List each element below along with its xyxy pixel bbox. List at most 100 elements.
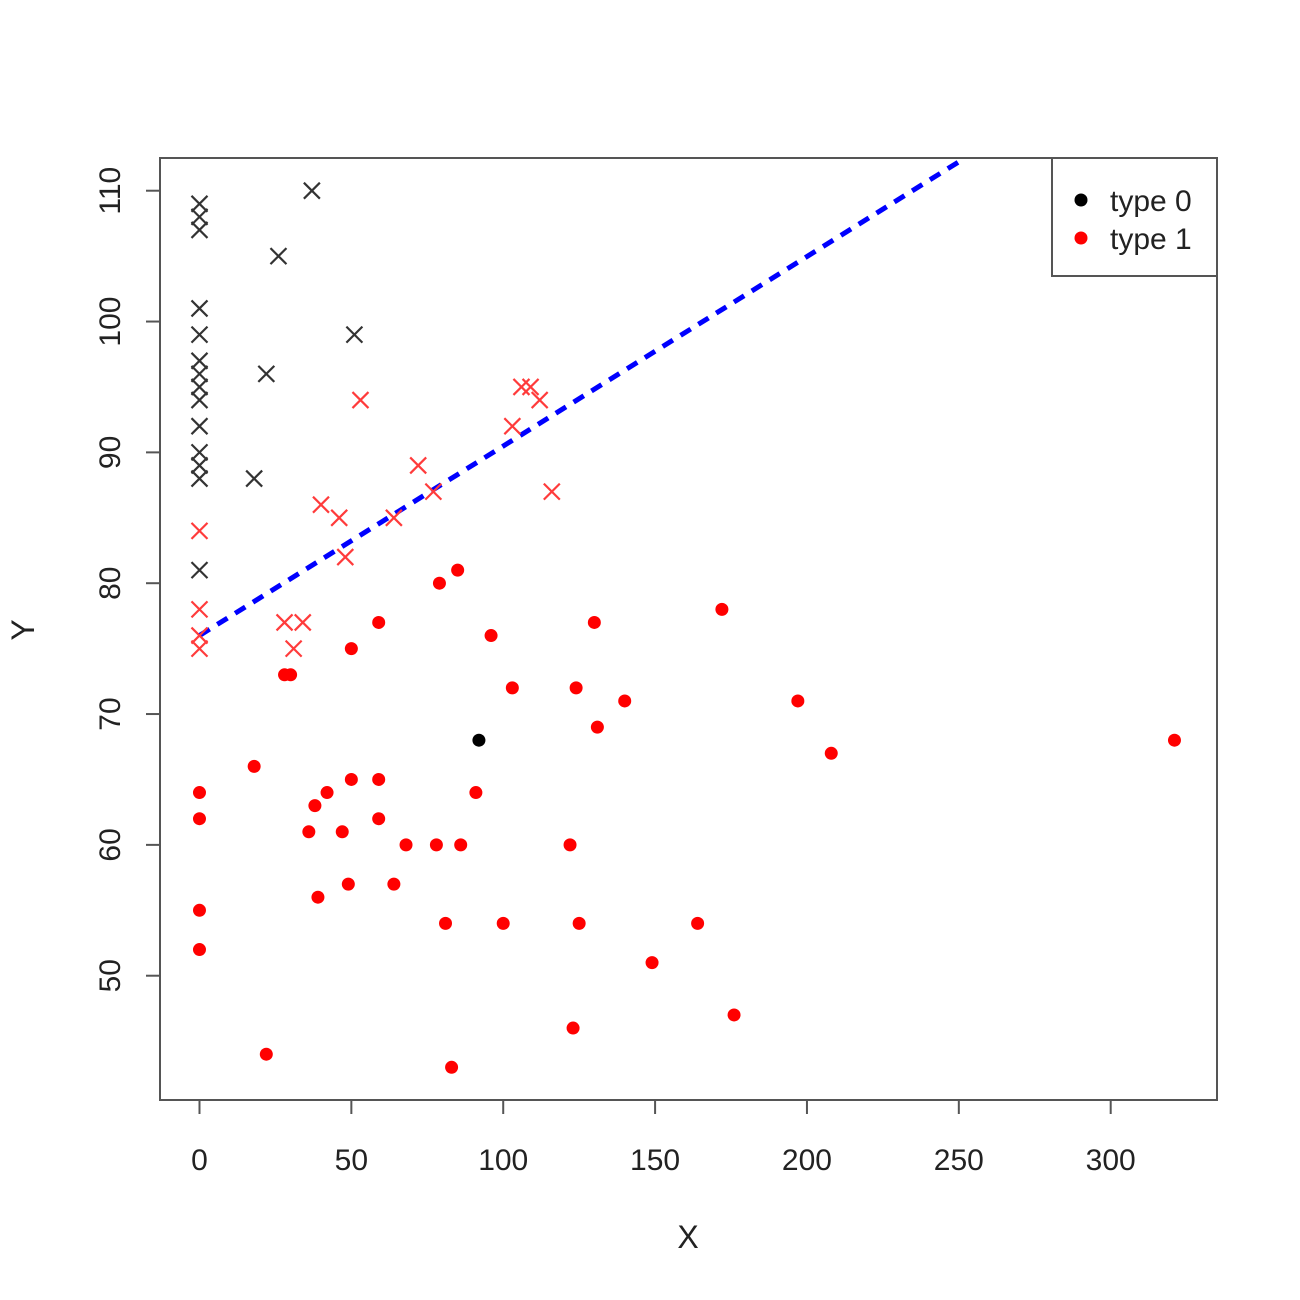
plot-area bbox=[159, 157, 1218, 1101]
dot-marker-point bbox=[372, 615, 386, 629]
x-marker-point bbox=[424, 482, 443, 501]
x-marker-point bbox=[190, 378, 209, 396]
dot-marker-point bbox=[341, 877, 355, 891]
x-marker-point bbox=[190, 299, 209, 318]
dot-marker-point bbox=[566, 1021, 580, 1035]
x-marker-stroke bbox=[190, 469, 209, 488]
x-marker-stroke bbox=[284, 639, 303, 658]
dot-marker-point bbox=[451, 563, 465, 577]
x-marker-point bbox=[303, 181, 321, 200]
dot-marker-point bbox=[372, 772, 386, 786]
x-marker-point bbox=[330, 509, 348, 527]
x-tick-label: 200 bbox=[782, 1144, 832, 1177]
y-tick-label: 70 bbox=[94, 697, 127, 730]
x-marker-stroke bbox=[190, 365, 209, 383]
x-marker-point bbox=[512, 378, 531, 396]
x-marker-point bbox=[530, 391, 549, 409]
x-marker-stroke bbox=[190, 378, 209, 396]
dot-marker-point bbox=[572, 916, 586, 930]
plot-border bbox=[159, 157, 1218, 1101]
x-marker-stroke bbox=[190, 522, 209, 540]
x-marker-stroke bbox=[190, 299, 209, 318]
legend: type 0 type 1 bbox=[1051, 157, 1218, 277]
dot-marker-point bbox=[791, 694, 805, 708]
x-marker-point bbox=[345, 325, 364, 344]
dot-marker-point bbox=[445, 1060, 459, 1074]
x-marker-point bbox=[190, 195, 209, 213]
dot-marker-point bbox=[715, 602, 729, 616]
x-marker-point bbox=[503, 417, 522, 435]
x-marker-stroke bbox=[385, 509, 403, 527]
x-marker-stroke bbox=[293, 613, 312, 632]
dot-marker-point bbox=[691, 916, 705, 930]
legend-label: type 1 bbox=[1110, 223, 1192, 256]
dot-marker-point bbox=[824, 746, 838, 760]
x-tick-label: 150 bbox=[630, 1144, 680, 1177]
y-axis-title: Y bbox=[5, 619, 41, 640]
dot-marker-point bbox=[727, 1008, 741, 1022]
x-marker-point bbox=[312, 495, 330, 514]
x-marker-point bbox=[190, 365, 209, 383]
x-marker-stroke bbox=[351, 391, 370, 409]
x-marker-point bbox=[385, 509, 403, 527]
x-marker-point bbox=[190, 626, 209, 645]
x-marker-point bbox=[257, 365, 276, 383]
x-marker-point bbox=[409, 456, 427, 475]
x-tick-label: 0 bbox=[191, 1144, 208, 1177]
x-marker-stroke bbox=[503, 417, 522, 435]
dot-marker-point bbox=[1167, 733, 1181, 747]
y-tick-label: 60 bbox=[94, 828, 127, 861]
x-marker-stroke bbox=[424, 482, 443, 501]
legend-label: type 0 bbox=[1110, 185, 1192, 218]
points-layer bbox=[190, 181, 1181, 1074]
x-marker-stroke bbox=[521, 378, 540, 396]
x-tick-label: 250 bbox=[934, 1144, 984, 1177]
dot-marker-point bbox=[335, 825, 349, 839]
dot-marker-point bbox=[472, 733, 486, 747]
x-marker-point bbox=[293, 613, 312, 632]
fit-line bbox=[198, 158, 967, 638]
x-marker-stroke bbox=[190, 352, 209, 370]
x-marker-point bbox=[190, 639, 209, 658]
x-marker-stroke bbox=[257, 365, 276, 383]
x-marker-stroke bbox=[303, 181, 321, 200]
dot-marker-point bbox=[192, 943, 206, 957]
x-marker-point bbox=[190, 561, 209, 579]
x-marker-stroke bbox=[330, 509, 348, 527]
x-marker-point bbox=[190, 208, 209, 226]
x-marker-stroke bbox=[336, 548, 355, 566]
dot-marker-point bbox=[308, 799, 322, 813]
dot-marker-point bbox=[645, 956, 659, 970]
x-marker-point bbox=[269, 247, 288, 265]
x-marker-stroke bbox=[190, 639, 209, 658]
dot-marker-point bbox=[618, 694, 632, 708]
x-tick-label: 100 bbox=[478, 1144, 528, 1177]
x-marker-stroke bbox=[190, 600, 209, 619]
dot-marker-point bbox=[569, 681, 583, 695]
x-marker-point bbox=[190, 325, 209, 344]
dot-marker-point bbox=[496, 916, 510, 930]
dot-marker-point bbox=[387, 877, 401, 891]
dot-marker-point bbox=[587, 615, 601, 629]
x-marker-point bbox=[190, 221, 209, 239]
x-marker-stroke bbox=[190, 626, 209, 645]
dot-marker-point bbox=[192, 903, 206, 917]
dot-marker-point bbox=[429, 838, 443, 852]
y-tick-label: 50 bbox=[94, 959, 127, 992]
dot-marker-point bbox=[302, 825, 316, 839]
x-marker-point bbox=[190, 352, 209, 370]
legend-box bbox=[1051, 157, 1218, 277]
x-marker-stroke bbox=[190, 325, 209, 344]
x-marker-stroke bbox=[269, 247, 288, 265]
dot-marker-point bbox=[505, 681, 519, 695]
x-marker-stroke bbox=[312, 495, 330, 514]
dot-marker-point bbox=[484, 629, 498, 643]
x-marker-point bbox=[190, 391, 209, 409]
x-marker-point bbox=[190, 522, 209, 540]
dot-marker-point bbox=[469, 786, 483, 800]
x-marker-point bbox=[190, 417, 209, 435]
axes-layer: 0 50 100 150 200 250 300 50 60 70 80 90 100 110 bbox=[94, 167, 1136, 1177]
dot-marker-point bbox=[320, 786, 334, 800]
x-axis-title: X bbox=[677, 1219, 698, 1255]
x-marker-point bbox=[543, 482, 561, 501]
